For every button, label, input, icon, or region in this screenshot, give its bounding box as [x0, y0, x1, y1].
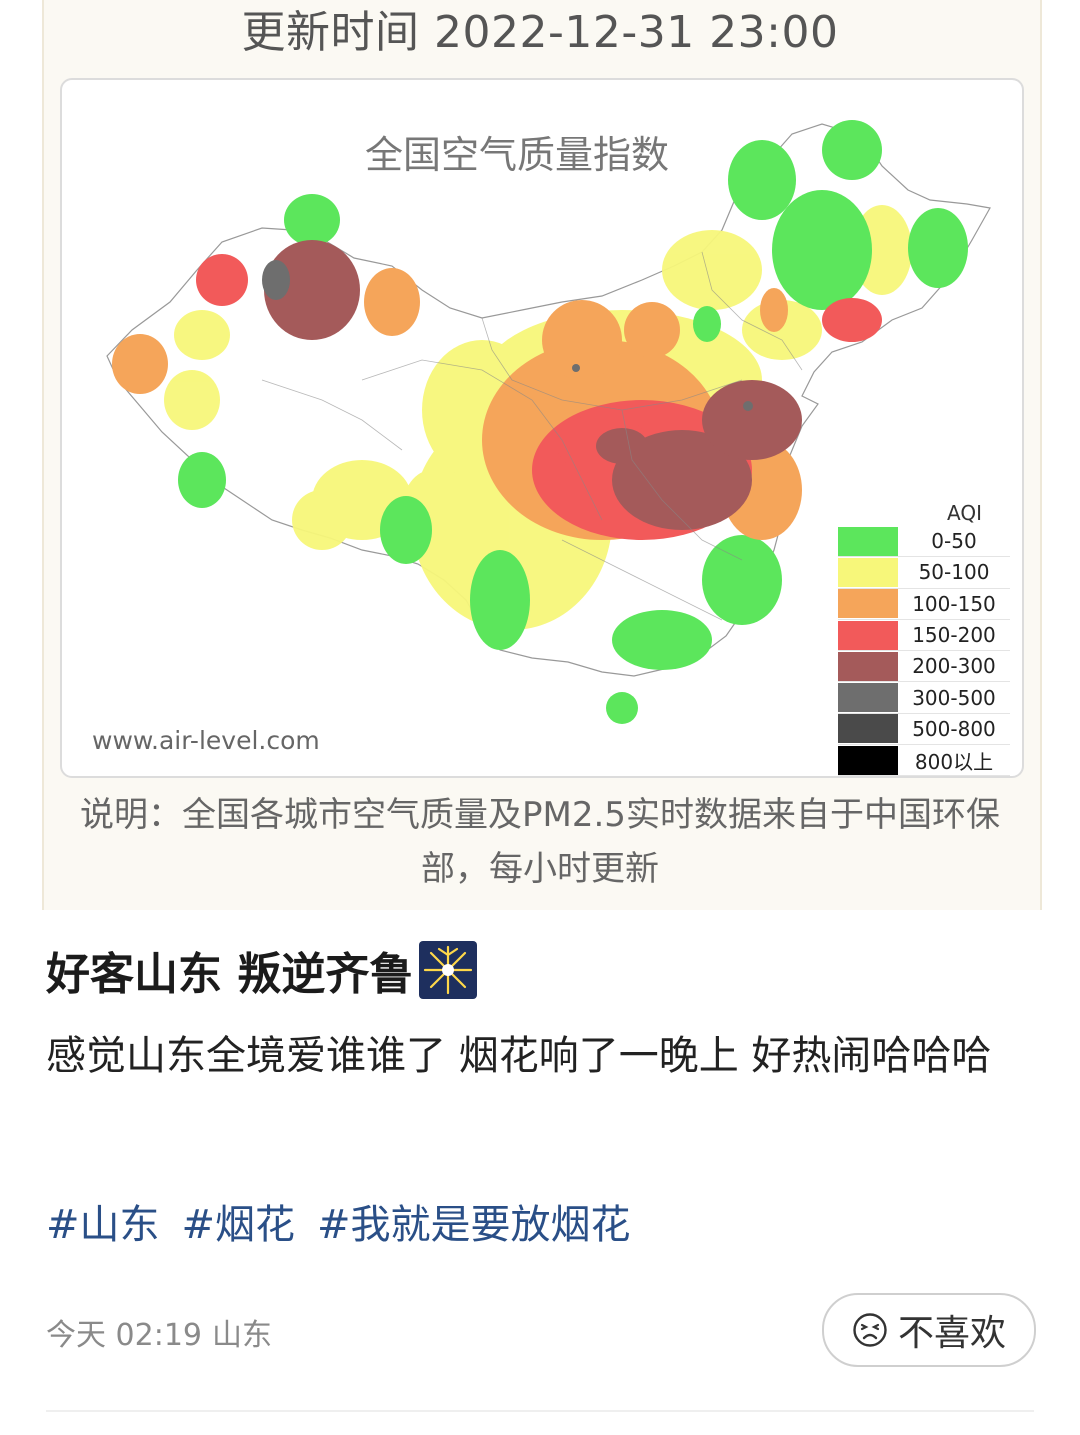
update-time: 更新时间 2022-12-31 23:00: [241, 7, 839, 58]
china-aqi-map: [106, 120, 991, 724]
aqi-legend: AQI 0-50 50-100 100-150 150-200 200-300 …: [838, 500, 1010, 776]
legend-swatch: [838, 526, 898, 556]
map-title: 全国空气质量指数: [364, 133, 669, 177]
post-body: 感觉山东全境爱谁谁了 烟花响了一晚上 好热闹哈哈哈: [46, 1033, 992, 1079]
legend-label: 100-150: [912, 591, 996, 616]
hashtag-list: #山东 #烟花 #我就是要放烟花: [46, 1192, 653, 1250]
divider: [46, 1410, 1034, 1412]
map-caption: 说明：全国各城市空气质量及PM2.5实时数据来自于中国环保部，每小时更新: [80, 795, 1000, 889]
legend-row: 50-100: [838, 557, 1010, 589]
source-url: www.air-level.com: [92, 726, 320, 755]
legend-swatch: [838, 651, 898, 681]
post-time: 今天 02:19: [46, 1318, 202, 1353]
legend-row: 100-150: [838, 589, 1010, 620]
legend-label: 50-100: [918, 560, 990, 585]
legend-row: 300-500: [838, 682, 1010, 714]
dislike-label: 不喜欢: [897, 1313, 1006, 1354]
legend-row: 800以上: [838, 745, 1010, 776]
aqi-layer-0-50: [178, 120, 968, 724]
legend-label: 500-800: [912, 716, 996, 741]
post-title: 好客山东 叛逆齐鲁: [46, 938, 478, 1002]
legend-label: 0-50: [931, 529, 977, 554]
legend-swatch: [838, 620, 898, 650]
province-borders: [261, 251, 803, 621]
legend-row: 200-300: [838, 651, 1010, 683]
legend-label: 150-200: [912, 623, 996, 648]
frown-face-icon: [853, 1313, 887, 1347]
hashtag-link[interactable]: #我就是要放烟花: [317, 1202, 631, 1248]
hashtag-link[interactable]: #烟花: [181, 1202, 296, 1248]
legend-label: 200-300: [912, 654, 996, 679]
dislike-button[interactable]: 不喜欢: [822, 1293, 1036, 1367]
aqi-map-panel: 全国空气质量指数 www.air-level.com AQI 0-50 50-1…: [60, 78, 1024, 778]
aqi-layer-200-300: [264, 240, 802, 530]
legend-row: 500-800: [838, 714, 1010, 746]
sparkler-emoji-icon: [419, 941, 478, 999]
legend-row: 0-50: [838, 526, 1010, 558]
post-meta: 今天 02:19 山东: [46, 1310, 282, 1354]
legend-title: AQI: [947, 501, 982, 525]
legend-label: 800以上: [914, 749, 994, 774]
legend-label: 300-500: [912, 685, 996, 710]
legend-swatch: [838, 589, 898, 619]
legend-swatch: [838, 557, 898, 587]
aqi-layer-300-500: [262, 260, 753, 411]
legend-swatch: [838, 683, 898, 713]
legend-swatch: [838, 745, 898, 775]
post-location: 山东: [212, 1318, 272, 1353]
post-title-text: 好客山东 叛逆齐鲁: [46, 949, 414, 1000]
legend-row: 150-200: [838, 620, 1010, 652]
hashtag-link[interactable]: #山东: [46, 1202, 160, 1248]
legend-swatch: [838, 714, 898, 744]
